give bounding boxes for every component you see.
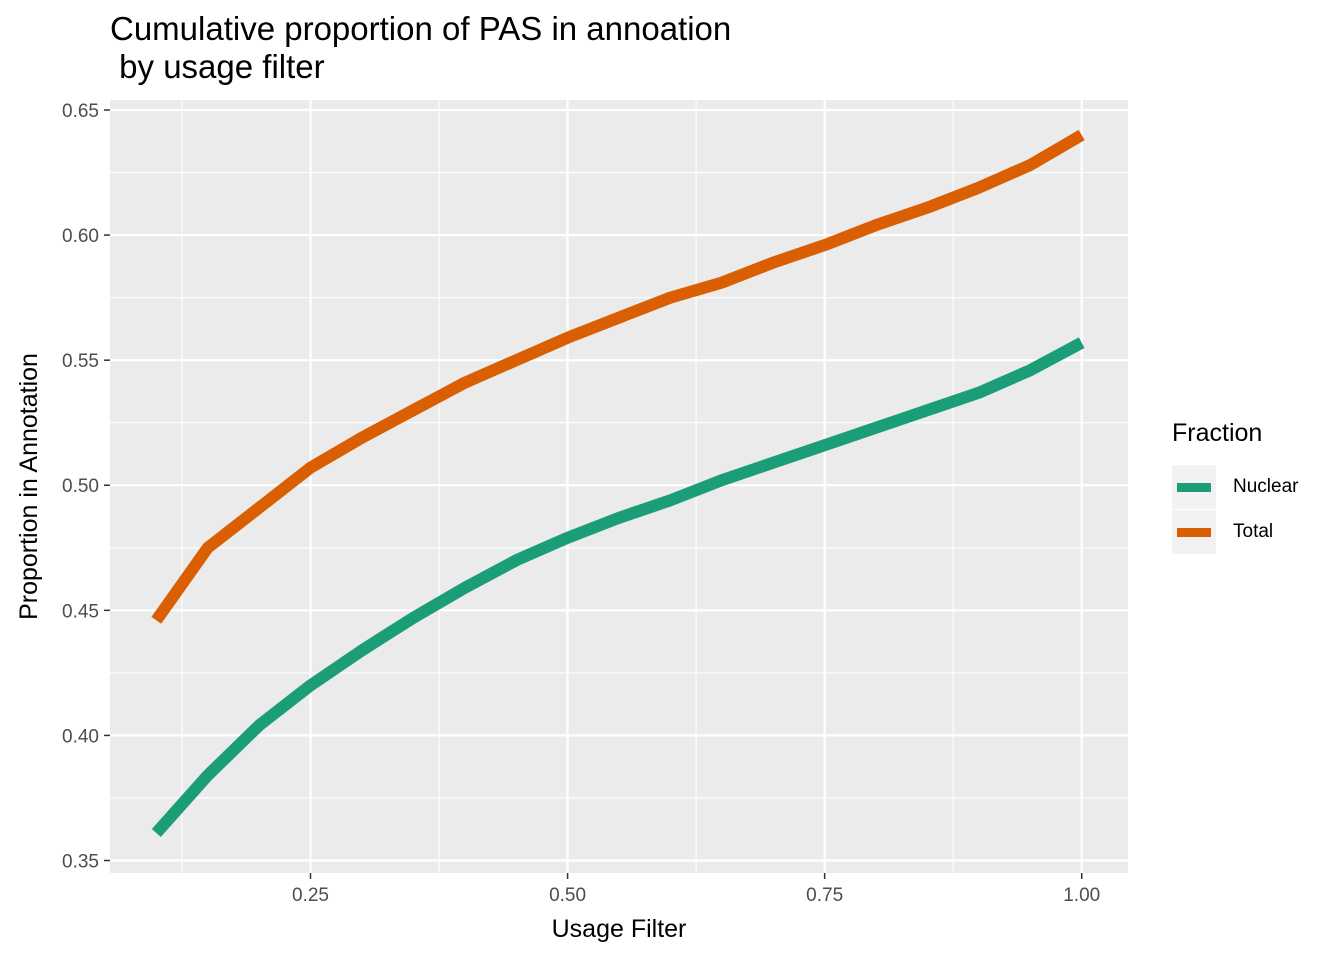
legend-swatch-total — [1177, 527, 1211, 537]
y-axis: 0.35 0.40 0.45 0.50 0.55 0.60 0.65 — [62, 101, 110, 872]
x-tick-label: 0.75 — [806, 885, 843, 906]
y-tick-label: 0.65 — [62, 101, 99, 122]
y-tick-label: 0.60 — [62, 226, 99, 247]
x-tick-label: 0.50 — [549, 885, 586, 906]
y-tick-label: 0.55 — [62, 351, 99, 372]
y-tick-label: 0.35 — [62, 851, 99, 872]
legend-item-total: Total — [1172, 509, 1298, 554]
series-line-nuclear — [151, 337, 1085, 837]
x-tick-label: 0.25 — [292, 885, 329, 906]
x-axis-title: Usage Filter — [552, 915, 687, 943]
legend-key-total — [1172, 509, 1216, 554]
series-line-total — [151, 129, 1085, 624]
y-tick-label: 0.45 — [62, 601, 99, 622]
y-axis-title: Proportion in Annotation — [15, 353, 43, 620]
legend-label-nuclear: Nuclear — [1233, 475, 1299, 497]
x-axis: 0.25 0.50 0.75 1.00 — [292, 873, 1100, 906]
chart-title: Cumulative proportion of PAS in annoatio… — [110, 10, 732, 85]
legend-key-nuclear — [1172, 464, 1216, 509]
major-gridlines — [110, 100, 1128, 873]
legend-title: Fraction — [1172, 419, 1263, 447]
plot-panel — [110, 100, 1128, 873]
x-tick-label: 1.00 — [1063, 885, 1100, 906]
legend-item-nuclear: Nuclear — [1172, 464, 1298, 509]
y-tick-label: 0.40 — [62, 726, 99, 747]
series-layer — [151, 129, 1085, 837]
y-tick-label: 0.50 — [62, 476, 99, 497]
legend-swatch-nuclear — [1177, 482, 1211, 492]
legend: Fraction Nuclear Total — [1172, 418, 1298, 554]
legend-label-total: Total — [1233, 520, 1274, 542]
